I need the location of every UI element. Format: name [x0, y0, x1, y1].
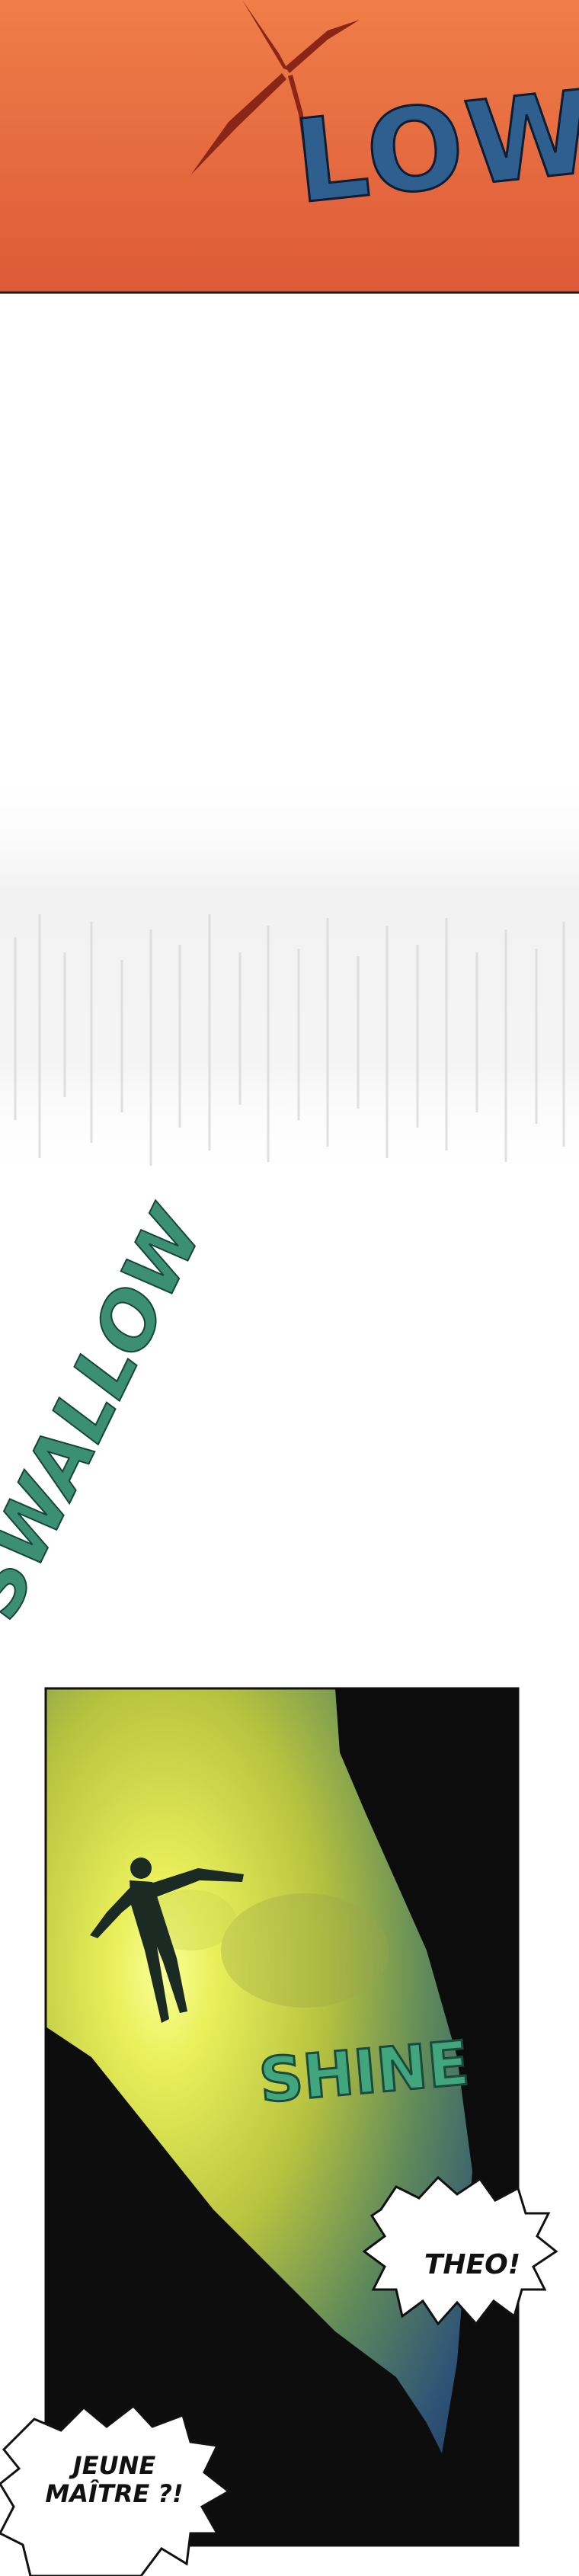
floating-figure: [90, 1858, 244, 2023]
right-silhouette: [335, 1688, 518, 2546]
sfx-shine: SHINE: [255, 2027, 473, 2118]
left-silhouette: [46, 2027, 488, 2546]
speech-bubble-young-master: [0, 2404, 231, 2576]
crack-mark: [190, 0, 360, 175]
sfx-low: LOW: [287, 65, 579, 230]
speech-text-theo: THEO!: [424, 2249, 521, 2280]
glow-panel: [44, 1687, 520, 2547]
speech-bubble-theo: [362, 2175, 558, 2326]
top-panel: [0, 0, 579, 294]
mist-band: [0, 762, 579, 1189]
speech-text-young-master: JEUNE MAÎTRE ?!: [45, 2451, 184, 2508]
